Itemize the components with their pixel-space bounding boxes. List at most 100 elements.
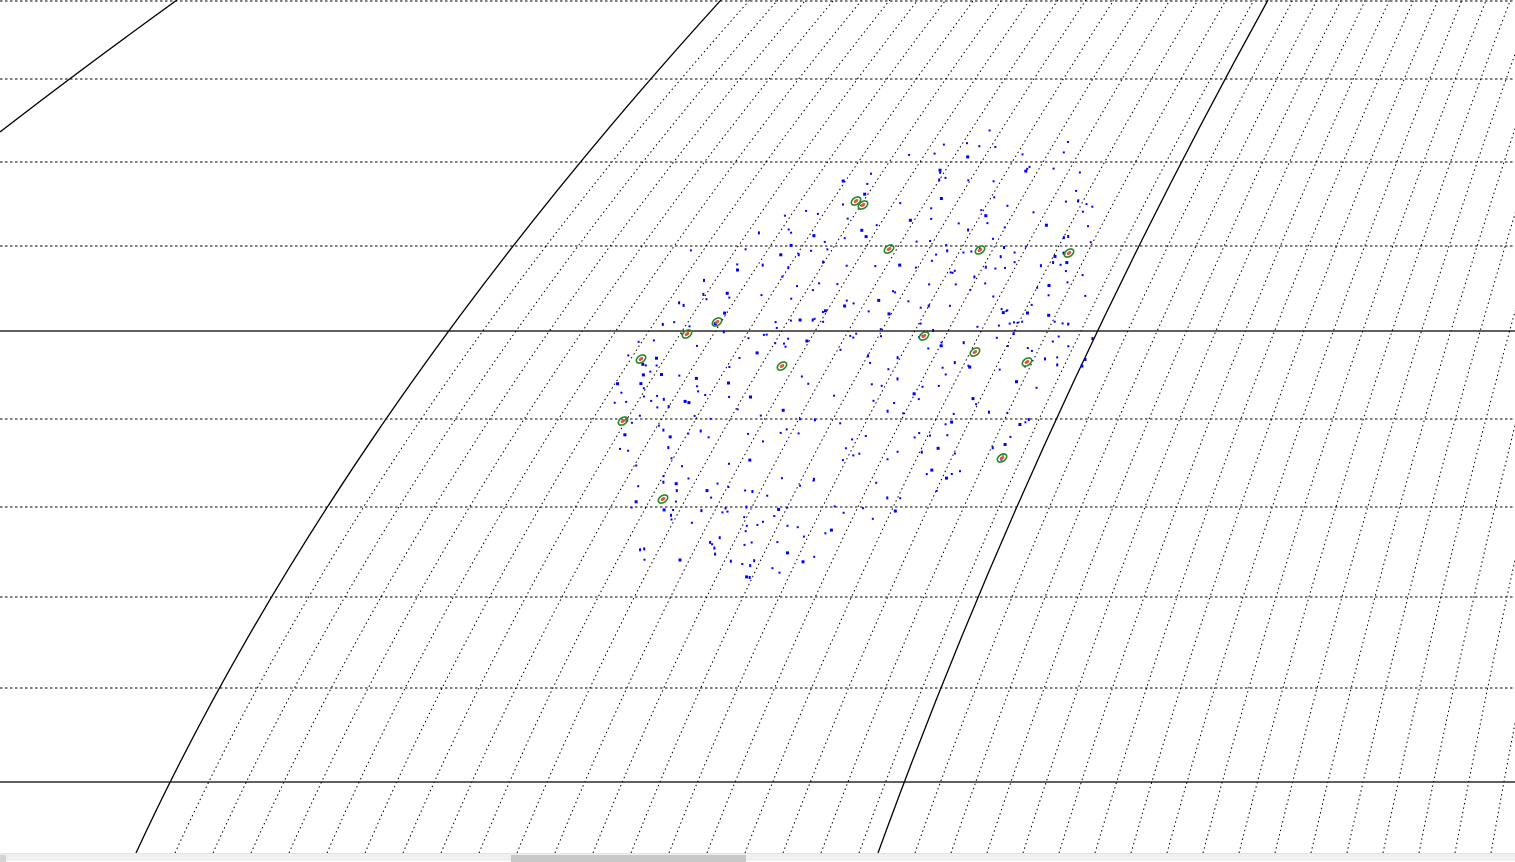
- target-marker[interactable]: [918, 330, 930, 342]
- star-dot: [1084, 358, 1087, 361]
- target-marker[interactable]: [1063, 247, 1075, 259]
- star-dot: [1028, 165, 1031, 168]
- ra-meridian-minor: [744, 0, 1171, 853]
- star-dot: [849, 334, 852, 337]
- scrollbar-thumb[interactable]: [511, 855, 746, 862]
- target-marker[interactable]: [969, 346, 981, 358]
- star-dot: [860, 228, 864, 232]
- ra-meridian-minor: [250, 0, 807, 853]
- target-marker[interactable]: [776, 360, 788, 372]
- star-dot: [896, 377, 899, 381]
- star-dot: [727, 486, 730, 488]
- star-dot: [681, 465, 683, 468]
- star-dot: [678, 374, 681, 377]
- star-dot: [816, 212, 819, 215]
- ra-meridian-minor: [1490, 720, 1515, 853]
- star-dot: [810, 249, 813, 252]
- star-dot: [744, 530, 747, 533]
- target-marker[interactable]: [1021, 356, 1033, 368]
- star-dot: [999, 255, 1002, 259]
- star-dot: [1084, 294, 1087, 297]
- star-dot: [786, 551, 789, 555]
- star-dot: [1081, 274, 1084, 277]
- star-dot: [976, 325, 979, 328]
- target-marker[interactable]: [635, 353, 647, 365]
- star-dot: [1078, 171, 1081, 174]
- star-dot: [875, 481, 878, 484]
- horizontal-scrollbar[interactable]: [0, 853, 1515, 862]
- target-marker[interactable]: [857, 199, 869, 211]
- ra-meridian-minor: [706, 0, 1143, 853]
- star-dot: [713, 546, 716, 550]
- target-markers[interactable]: [617, 195, 1075, 505]
- star-dot: [670, 457, 673, 460]
- star-dot: [927, 347, 930, 350]
- star-dot: [696, 344, 698, 347]
- star-dot: [716, 482, 719, 485]
- star-dot: [1013, 251, 1016, 254]
- star-dot: [741, 563, 744, 565]
- star-dot: [700, 509, 703, 513]
- star-dot: [915, 240, 918, 243]
- ra-meridian-minor: [212, 0, 779, 853]
- star-dot: [625, 400, 628, 403]
- star-dot: [864, 235, 868, 239]
- star-dot: [1064, 200, 1067, 203]
- star-dot: [634, 500, 638, 504]
- star-dot: [949, 271, 952, 274]
- target-marker[interactable]: [850, 195, 862, 207]
- star-dot: [1056, 363, 1059, 367]
- target-marker[interactable]: [883, 243, 895, 255]
- star-dot: [672, 509, 675, 511]
- star-dot: [745, 575, 749, 579]
- target-marker[interactable]: [657, 493, 669, 505]
- star-dot: [728, 395, 731, 398]
- star-dot: [670, 513, 672, 517]
- star-dot: [805, 339, 809, 343]
- target-marker[interactable]: [711, 316, 723, 328]
- star-dot: [670, 518, 673, 521]
- star-dot: [930, 259, 933, 262]
- scrollbar-left-arrow[interactable]: [0, 855, 6, 862]
- star-dot: [925, 473, 928, 476]
- star-dot: [869, 361, 871, 364]
- star-dot: [811, 318, 814, 322]
- star-dot: [877, 298, 881, 302]
- star-dot: [967, 179, 970, 182]
- star-dot: [930, 207, 933, 210]
- star-dot: [798, 318, 802, 322]
- star-dot: [994, 146, 997, 148]
- star-dot: [1085, 203, 1088, 206]
- star-dot: [675, 489, 678, 493]
- star-dot: [930, 468, 934, 472]
- star-dot: [668, 435, 672, 439]
- star-dot: [655, 364, 658, 367]
- star-dot: [728, 366, 731, 368]
- star-dot: [886, 458, 889, 461]
- star-dot: [667, 446, 670, 450]
- star-dot: [729, 559, 732, 563]
- star-dot: [874, 265, 877, 268]
- star-dot: [822, 320, 825, 323]
- star-dot: [699, 429, 702, 433]
- star-dot: [984, 265, 987, 269]
- star-field: [613, 129, 1094, 579]
- target-marker[interactable]: [974, 244, 986, 256]
- star-dot: [938, 168, 942, 172]
- ra-meridian-minor: [592, 0, 1059, 853]
- star-dot: [678, 558, 682, 562]
- target-marker[interactable]: [617, 415, 629, 427]
- star-dot: [1000, 308, 1003, 311]
- star-dot: [927, 304, 930, 308]
- star-dot: [953, 361, 956, 365]
- ra-meridian-minor: [288, 0, 835, 853]
- star-dot: [946, 249, 949, 253]
- star-dot: [992, 237, 994, 240]
- star-dot: [757, 231, 760, 235]
- ra-meridian-minor: [326, 0, 863, 853]
- target-marker[interactable]: [681, 328, 693, 340]
- target-marker[interactable]: [996, 452, 1008, 464]
- star-dot: [921, 385, 924, 388]
- star-dot: [766, 494, 769, 497]
